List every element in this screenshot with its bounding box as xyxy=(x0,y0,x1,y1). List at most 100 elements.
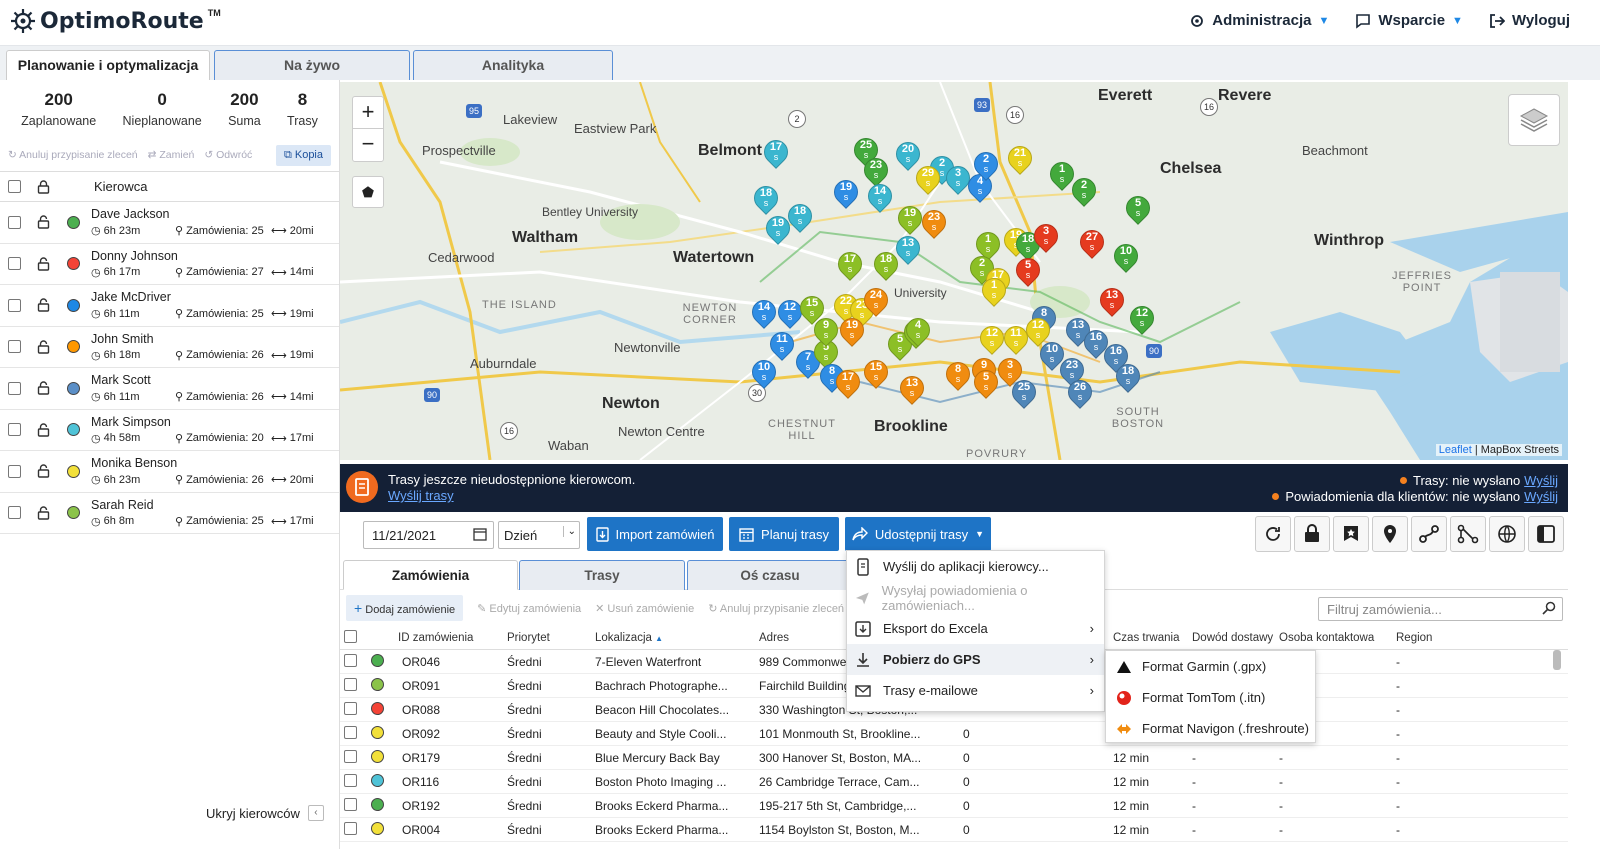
map-pin[interactable]: 23 s xyxy=(859,153,893,192)
tab-routes[interactable]: Trasy xyxy=(519,560,685,590)
admin-menu[interactable]: Administracja ▼ xyxy=(1189,12,1329,29)
lock-icon[interactable] xyxy=(37,215,50,229)
map-pin[interactable]: 27 s xyxy=(1075,225,1109,264)
refresh-button[interactable] xyxy=(1255,516,1291,552)
order-checkbox[interactable] xyxy=(344,749,357,763)
zoom-out-button[interactable]: − xyxy=(361,131,375,156)
map-pin[interactable]: 29 s xyxy=(911,161,945,200)
globe-button[interactable] xyxy=(1489,516,1525,552)
lock-icon[interactable] xyxy=(37,464,50,478)
delete-order-button[interactable]: ✕ Usuń zamówienie xyxy=(595,602,694,615)
map-pin[interactable]: 23 s xyxy=(917,205,951,244)
lock-icon[interactable] xyxy=(37,298,50,312)
col-region[interactable]: Region xyxy=(1396,631,1433,644)
table-row[interactable]: OR192 Średni Brooks Eckerd Pharma... 195… xyxy=(340,794,1568,818)
map-pin[interactable]: 18 s xyxy=(783,199,817,238)
driver-checkbox[interactable] xyxy=(7,506,21,520)
driver-color-dot[interactable] xyxy=(66,215,80,229)
route-optimize-button[interactable] xyxy=(1450,516,1486,552)
driver-row[interactable]: Jake McDriver ◷ 6h 11m ⚲ Zamówienia: 25 ⟷ 1… xyxy=(0,285,339,327)
map-pin[interactable]: 13 s xyxy=(891,231,925,270)
map-pin[interactable]: 26 s xyxy=(1063,375,1097,414)
map-pin[interactable]: 21 s xyxy=(1003,141,1037,180)
map-pin[interactable]: 12 s xyxy=(1021,313,1055,352)
send-notifications-link[interactable]: Wyślij xyxy=(1524,489,1558,504)
map-pin[interactable]: 14 s xyxy=(863,179,897,218)
leaflet-link[interactable]: Leaflet xyxy=(1438,444,1472,456)
driver-row[interactable]: Donny Johnson ◷ 6h 17m ⚲ Zamówienia: 27 ⟷ 1… xyxy=(0,244,339,285)
order-checkbox[interactable] xyxy=(344,797,357,811)
map-pin[interactable]: 16 s xyxy=(1099,339,1133,378)
map-pin[interactable]: 15 s xyxy=(859,355,893,394)
driver-row[interactable]: Sarah Reid ◷ 6h 8m ⚲ Zamówienia: 25 ⟷ 17mi xyxy=(0,493,339,534)
driver-color-dot[interactable] xyxy=(66,464,80,478)
order-checkbox[interactable] xyxy=(344,677,357,691)
driver-color-dot[interactable] xyxy=(66,423,80,437)
route-lines-button[interactable] xyxy=(1411,516,1447,552)
map-pin[interactable]: 25 s xyxy=(1007,375,1041,414)
col-priority[interactable]: Priorytet xyxy=(507,631,550,644)
map-pin[interactable]: 23 s xyxy=(845,293,879,332)
driver-checkbox[interactable] xyxy=(7,298,21,312)
map-pin[interactable]: 11 s xyxy=(765,327,799,366)
lock-icon[interactable] xyxy=(37,179,50,194)
plan-routes-button[interactable]: Planuj trasy xyxy=(729,517,839,551)
col-location[interactable]: Lokalizacja ▲ xyxy=(592,632,756,644)
driver-column-header[interactable]: Kierowca xyxy=(94,179,148,194)
select-all-checkbox[interactable] xyxy=(7,180,21,193)
send-to-driver-app-item[interactable]: Wyślij do aplikacji kierowcy... xyxy=(847,551,1104,582)
driver-checkbox[interactable] xyxy=(7,215,21,229)
lock-icon[interactable] xyxy=(37,423,50,437)
export-excel-item[interactable]: Eksport do Excela › xyxy=(847,613,1104,644)
driver-color-dot[interactable] xyxy=(66,381,80,395)
driver-checkbox[interactable] xyxy=(7,464,21,478)
map-pin[interactable]: 12 s xyxy=(773,295,807,334)
edit-orders-button[interactable]: ✎ Edytuj zamówienia xyxy=(477,602,581,615)
lock-routes-button[interactable] xyxy=(1294,516,1330,552)
select-all-orders-checkbox[interactable] xyxy=(344,629,357,643)
order-checkbox[interactable] xyxy=(344,725,357,739)
map-pin[interactable]: 16 s xyxy=(1079,325,1113,364)
garmin-format-item[interactable]: Format Garmin (.gpx) xyxy=(1106,651,1315,682)
driver-color-dot[interactable] xyxy=(66,506,80,520)
map-pin[interactable]: 18 s xyxy=(1111,359,1145,398)
map-pin[interactable]: 13 s xyxy=(1095,283,1129,322)
lock-icon[interactable] xyxy=(37,340,50,354)
date-picker[interactable]: 11/21/2021 xyxy=(363,521,494,549)
map-pin[interactable]: 15 s xyxy=(795,291,829,330)
tab-timeline[interactable]: Oś czasu xyxy=(687,560,853,590)
map-pin[interactable]: 10 s xyxy=(1109,239,1143,278)
order-checkbox[interactable] xyxy=(344,773,357,787)
tab-planning[interactable]: Planowanie i optymalizacja xyxy=(6,50,210,80)
map-pin[interactable]: 13 s xyxy=(1061,313,1095,352)
driver-checkbox[interactable] xyxy=(7,381,21,395)
map-pin[interactable]: 22 s xyxy=(829,289,863,328)
view-select[interactable]: Dzień ⌄ xyxy=(498,521,580,549)
driver-checkbox[interactable] xyxy=(7,423,21,437)
copy-button[interactable]: ⧉ Kopia xyxy=(275,144,331,166)
lock-icon[interactable] xyxy=(37,506,50,520)
col-proof[interactable]: Dowód dostawy xyxy=(1192,631,1274,644)
tomtom-format-item[interactable]: Format TomTom (.itn) xyxy=(1106,682,1315,713)
map-pin[interactable]: 23 s xyxy=(1055,353,1089,392)
draw-polygon-button[interactable]: ⬟ xyxy=(352,176,384,208)
driver-checkbox[interactable] xyxy=(7,340,21,354)
map-pin[interactable]: 10 s xyxy=(747,355,781,394)
map-pin[interactable]: 18 s xyxy=(869,247,903,286)
order-checkbox[interactable] xyxy=(344,653,357,667)
lock-icon[interactable] xyxy=(37,381,50,395)
send-notifications-item[interactable]: Wysyłaj powiadomienia o zamówieniach... xyxy=(847,582,1104,613)
